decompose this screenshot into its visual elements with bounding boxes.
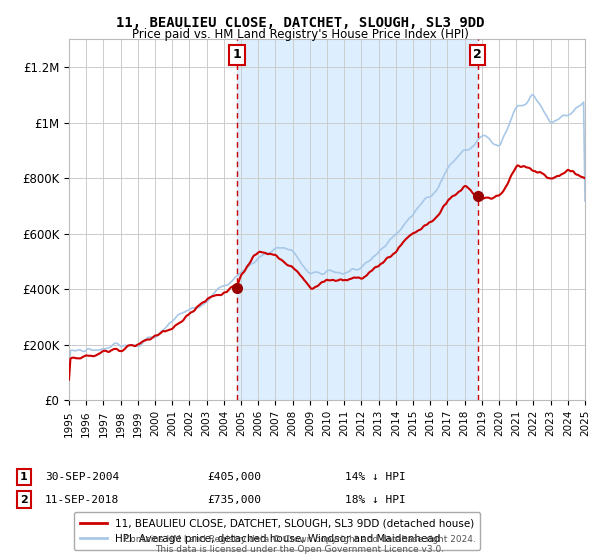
Text: 2: 2 <box>473 48 482 61</box>
Text: 11-SEP-2018: 11-SEP-2018 <box>45 494 119 505</box>
Text: 30-SEP-2004: 30-SEP-2004 <box>45 472 119 482</box>
Bar <box>236 39 478 400</box>
Text: Contains HM Land Registry data © Crown copyright and database right 2024.
This d: Contains HM Land Registry data © Crown c… <box>124 535 476 554</box>
Text: 18% ↓ HPI: 18% ↓ HPI <box>345 494 406 505</box>
Legend: 11, BEAULIEU CLOSE, DATCHET, SLOUGH, SL3 9DD (detached house), HPI: Average pric: 11, BEAULIEU CLOSE, DATCHET, SLOUGH, SL3… <box>74 512 481 550</box>
Text: 2: 2 <box>20 494 28 505</box>
Text: 11, BEAULIEU CLOSE, DATCHET, SLOUGH, SL3 9DD: 11, BEAULIEU CLOSE, DATCHET, SLOUGH, SL3… <box>116 16 484 30</box>
Text: 1: 1 <box>20 472 28 482</box>
Text: £735,000: £735,000 <box>207 494 261 505</box>
Text: Price paid vs. HM Land Registry's House Price Index (HPI): Price paid vs. HM Land Registry's House … <box>131 28 469 41</box>
Text: £405,000: £405,000 <box>207 472 261 482</box>
Text: 1: 1 <box>232 48 241 61</box>
Text: 14% ↓ HPI: 14% ↓ HPI <box>345 472 406 482</box>
